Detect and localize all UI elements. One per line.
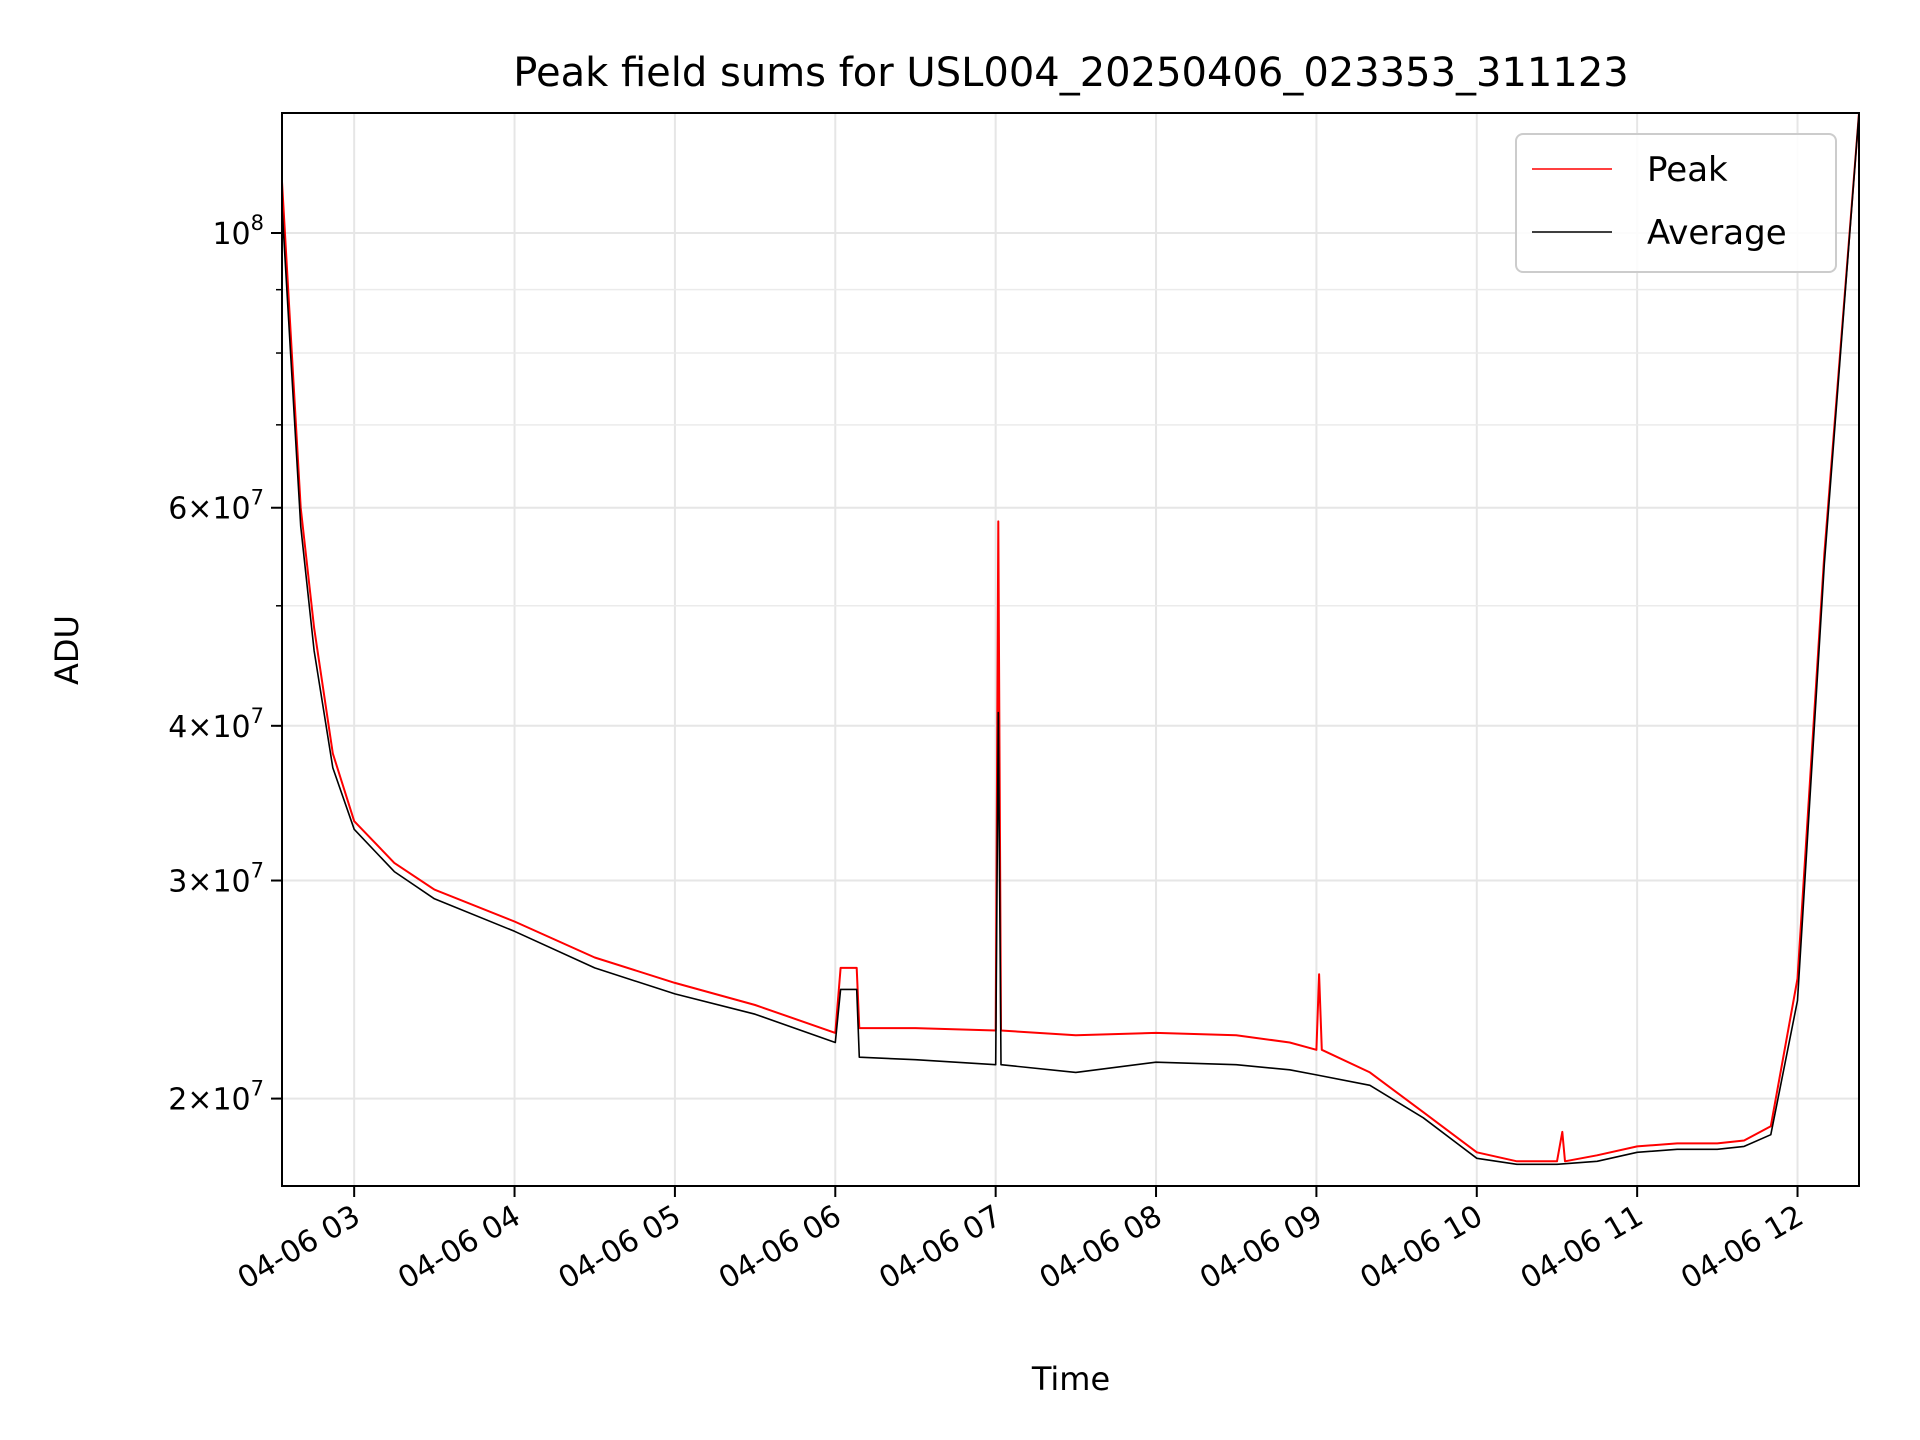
y-tick-exponent: 8 (251, 211, 264, 235)
plot-frame (281, 112, 1860, 1187)
y-tick-label: 2×107 (168, 1077, 264, 1118)
series-layer (281, 112, 1860, 1166)
y-tick-base: 10 (212, 492, 250, 527)
y-tick-base: 10 (212, 1083, 250, 1118)
y-tick-label: 6×107 (168, 486, 264, 527)
y-tick-mantissa: 3× (168, 865, 212, 900)
y-tick-label: 4×107 (168, 704, 264, 745)
y-tick-mantissa: 2× (168, 1083, 212, 1118)
legend-label-peak: Peak (1647, 150, 1728, 190)
y-tick-mantissa: 4× (168, 710, 212, 745)
chart-title: Peak field sums for USL004_20250406_0233… (513, 50, 1628, 96)
y-tick-exponent: 7 (251, 704, 264, 728)
series-line-peak (281, 112, 1860, 1163)
legend: Peak Average (1515, 133, 1837, 273)
y-tick-base: 10 (212, 865, 250, 900)
y-tick-exponent: 7 (251, 486, 264, 510)
y-tick-base: 10 (212, 710, 250, 745)
x-axis-label: Time (1031, 1360, 1110, 1398)
y-tick-label: 108 (212, 211, 264, 252)
y-tick-mantissa: 6× (168, 492, 212, 527)
legend-label-average: Average (1647, 213, 1787, 253)
series-line-average (281, 112, 1860, 1166)
y-axis-label: ADU (48, 615, 86, 685)
y-tick-label: 3×107 (168, 859, 264, 900)
y-tick-exponent: 7 (251, 1077, 264, 1101)
y-tick-base: 10 (212, 217, 250, 252)
y-tick-exponent: 7 (251, 859, 264, 883)
